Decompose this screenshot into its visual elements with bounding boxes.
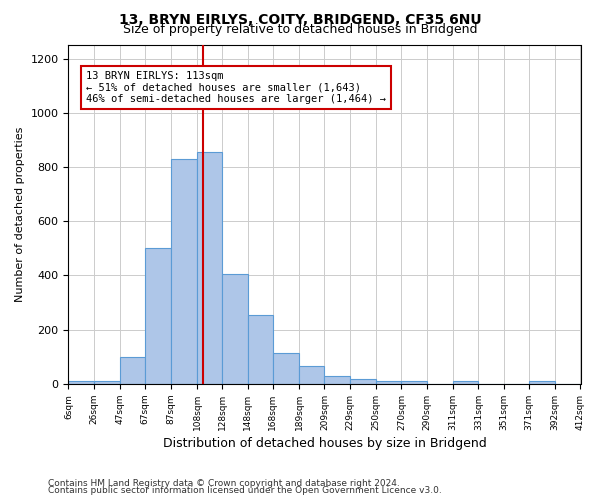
Bar (68, 381, 94, 384)
X-axis label: Distribution of detached houses by size in Bridgend: Distribution of detached houses by size … (163, 437, 487, 450)
Text: Size of property relative to detached houses in Bridgend: Size of property relative to detached ho… (123, 22, 477, 36)
Bar (401, 380, 427, 384)
Bar (299, 366, 325, 384)
Bar (529, 381, 555, 384)
Bar (222, 274, 248, 384)
Bar (197, 152, 222, 384)
Y-axis label: Number of detached properties: Number of detached properties (15, 127, 25, 302)
Bar (120, 357, 145, 384)
Bar (325, 376, 350, 384)
Bar (248, 315, 273, 384)
Text: 13 BRYN EIRLYS: 113sqm
← 51% of detached houses are smaller (1,643)
46% of semi-: 13 BRYN EIRLYS: 113sqm ← 51% of detached… (86, 71, 386, 104)
Text: 13, BRYN EIRLYS, COITY, BRIDGEND, CF35 6NU: 13, BRYN EIRLYS, COITY, BRIDGEND, CF35 6… (119, 12, 481, 26)
Bar (273, 353, 299, 384)
Text: Contains HM Land Registry data © Crown copyright and database right 2024.: Contains HM Land Registry data © Crown c… (48, 478, 400, 488)
Bar (350, 378, 376, 384)
Bar (376, 380, 401, 384)
Text: Contains public sector information licensed under the Open Government Licence v3: Contains public sector information licen… (48, 486, 442, 495)
Bar (453, 380, 478, 384)
Bar (170, 159, 197, 384)
Bar (94, 381, 120, 384)
Bar (145, 248, 170, 384)
